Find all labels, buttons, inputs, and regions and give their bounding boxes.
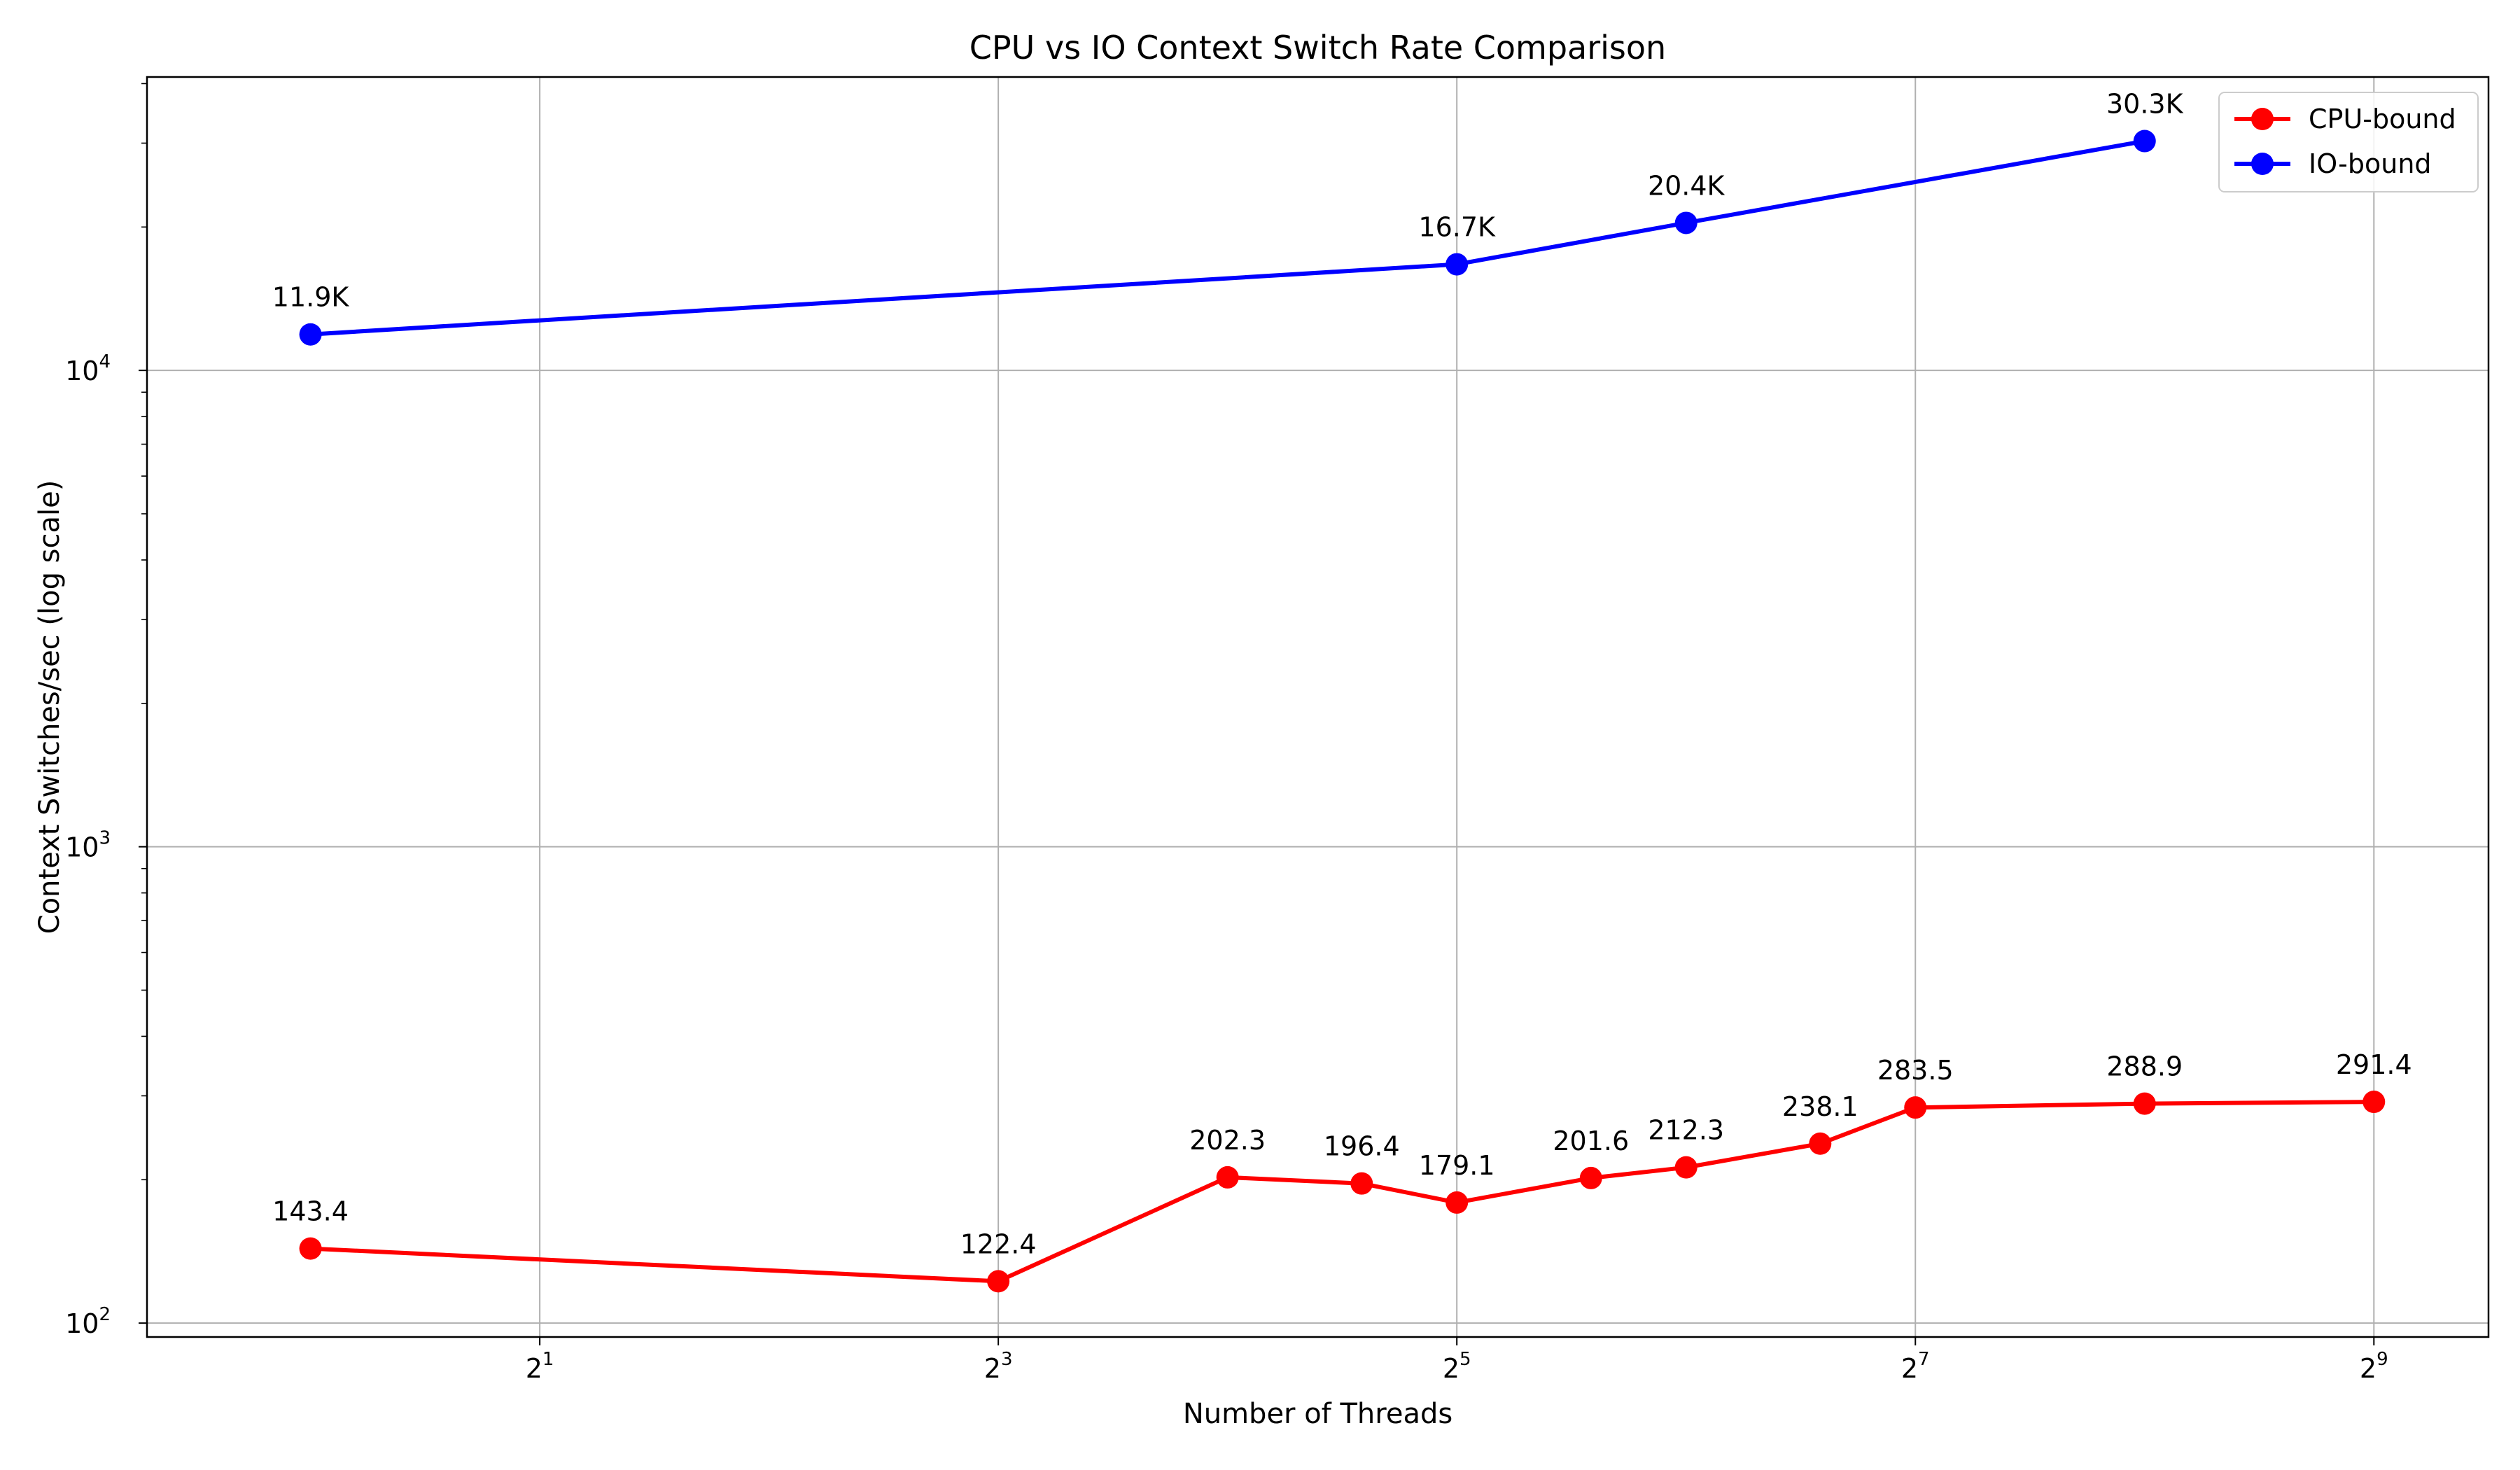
x-tick-base: 2	[984, 1353, 1001, 1384]
cpu-bound-point	[1904, 1096, 1927, 1119]
y-tick-exponent: 3	[99, 828, 111, 849]
x-tick-exponent: 5	[1460, 1349, 1471, 1370]
y-tick-label: 103	[65, 828, 111, 863]
cpu-bound-point	[987, 1270, 1010, 1293]
io-bound-point	[1674, 211, 1698, 234]
x-tick-label: 29	[2360, 1349, 2388, 1384]
legend-swatch-marker	[2251, 153, 2274, 175]
cpu-bound-point	[2133, 1092, 2156, 1115]
io-bound-data-label: 16.7K	[1418, 212, 1496, 243]
x-tick-label: 27	[1901, 1349, 1930, 1384]
x-tick-label: 23	[984, 1349, 1013, 1384]
legend-label: IO-bound	[2309, 148, 2432, 179]
cpu-bound-data-label: 288.9	[2106, 1051, 2183, 1082]
y-axis-label: Context Switches/sec (log scale)	[34, 480, 66, 934]
cpu-bound-data-label: 201.6	[1553, 1126, 1629, 1156]
y-tick-base: 10	[65, 1308, 99, 1339]
x-tick-exponent: 9	[2376, 1349, 2388, 1370]
x-tick-label: 21	[526, 1349, 554, 1384]
cpu-bound-point	[2362, 1091, 2386, 1114]
x-tick-base: 2	[1443, 1353, 1460, 1384]
x-tick-label: 25	[1443, 1349, 1471, 1384]
io-bound-data-label: 30.3K	[2106, 89, 2184, 120]
y-tick-base: 10	[65, 356, 99, 386]
cpu-bound-point	[1809, 1132, 1832, 1155]
y-tick-base: 10	[65, 832, 99, 863]
cpu-bound-data-label: 143.4	[272, 1196, 349, 1227]
io-bound-point	[2133, 130, 2156, 153]
cpu-bound-data-label: 196.4	[1324, 1131, 1400, 1162]
data-labels: 143.4 122.4 202.3 196.4 179.1 201.6 212.3 238.1…	[272, 89, 2412, 1260]
series-io-bound	[299, 130, 2156, 346]
cpu-bound-data-label: 179.1	[1419, 1150, 1495, 1181]
y-tick-label: 104	[65, 351, 111, 386]
legend: CPU-bound IO-bound	[2218, 92, 2479, 192]
io-bound-line	[310, 139, 2146, 337]
legend-item-cpu-bound: CPU-bound	[2234, 104, 2456, 134]
legend-label: CPU-bound	[2309, 104, 2456, 134]
legend-swatch-marker	[2251, 108, 2274, 130]
x-axis-label: Number of Threads	[1183, 1398, 1452, 1430]
cpu-bound-point	[1216, 1166, 1239, 1189]
x-tick-base: 2	[1901, 1353, 1918, 1384]
x-tick-exponent: 1	[542, 1349, 554, 1370]
y-tick-label: 102	[65, 1304, 111, 1339]
cpu-bound-data-label: 291.4	[2336, 1049, 2412, 1080]
cpu-bound-data-label: 238.1	[1782, 1091, 1858, 1122]
io-bound-point	[299, 323, 322, 346]
legend-item-io-bound: IO-bound	[2234, 148, 2432, 179]
x-tick-base: 2	[2360, 1353, 2376, 1384]
plot-area	[146, 76, 2490, 1338]
io-bound-data-label: 11.9K	[272, 282, 350, 313]
y-tick-exponent: 2	[99, 1304, 111, 1325]
cpu-bound-point	[1674, 1156, 1698, 1179]
cpu-bound-point	[299, 1237, 322, 1260]
y-tick-exponent: 4	[99, 351, 111, 372]
cpu-bound-point	[1446, 1191, 1469, 1214]
x-tick-exponent: 3	[1001, 1349, 1013, 1370]
cpu-bound-line	[310, 1100, 2374, 1284]
cpu-bound-data-label: 283.5	[1877, 1055, 1954, 1086]
io-bound-data-label: 20.4K	[1648, 170, 1726, 201]
io-bound-point	[1446, 253, 1469, 276]
chart-title: CPU vs IO Context Switch Rate Comparison	[969, 29, 1666, 66]
x-tick-base: 2	[526, 1353, 542, 1384]
cpu-bound-point	[1350, 1172, 1373, 1195]
cpu-bound-data-label: 212.3	[1648, 1115, 1724, 1146]
cpu-bound-data-label: 122.4	[960, 1228, 1037, 1259]
series-layer	[299, 130, 2386, 1293]
x-tick-exponent: 7	[1918, 1349, 1930, 1370]
grid	[147, 77, 2488, 1337]
cpu-bound-data-label: 202.3	[1189, 1125, 1266, 1156]
series-cpu-bound	[299, 1091, 2386, 1293]
cpu-bound-point	[1579, 1166, 1602, 1189]
